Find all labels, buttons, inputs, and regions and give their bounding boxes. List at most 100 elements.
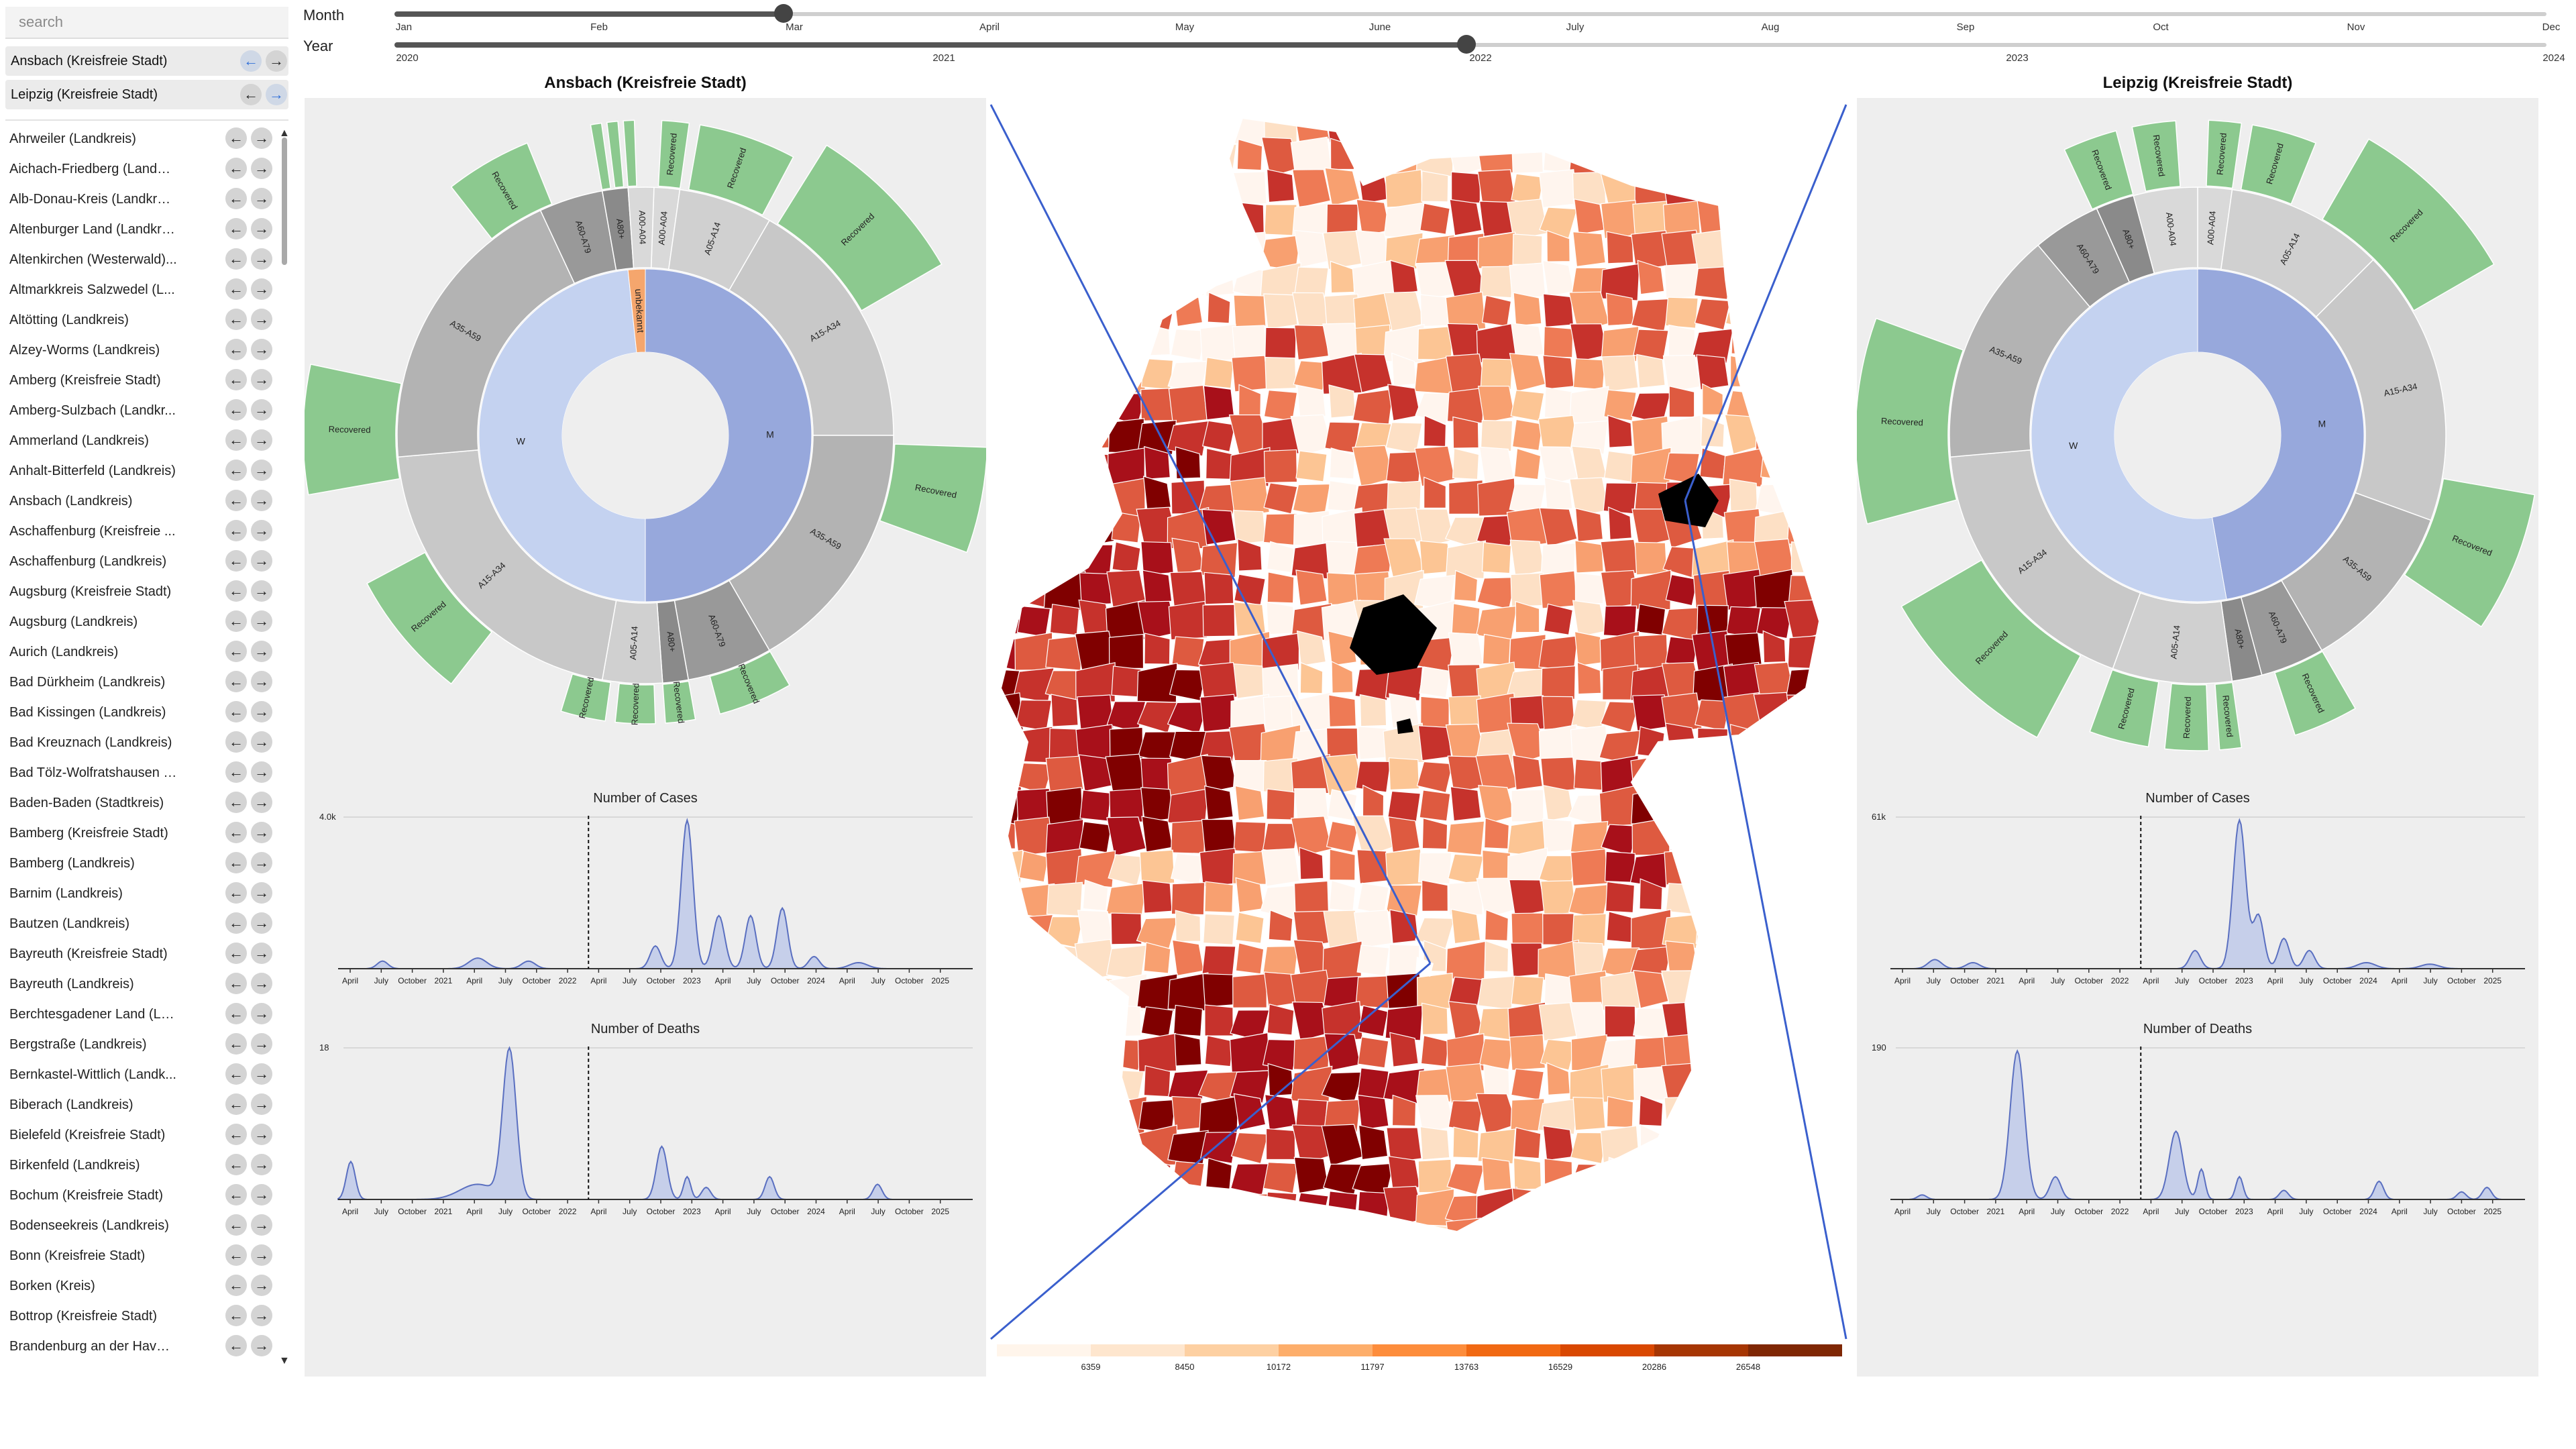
district-region[interactable] bbox=[1391, 1094, 1417, 1127]
district-region[interactable] bbox=[1012, 414, 1055, 457]
district-region[interactable] bbox=[1726, 1097, 1761, 1132]
district-region[interactable] bbox=[1753, 321, 1796, 364]
district-region[interactable] bbox=[1356, 945, 1390, 977]
district-region[interactable] bbox=[1823, 1004, 1848, 1034]
sunburst-recovered-segment[interactable] bbox=[2274, 651, 2357, 736]
district-region[interactable] bbox=[1357, 1094, 1389, 1130]
district-region[interactable] bbox=[1264, 204, 1297, 236]
district-region[interactable] bbox=[1389, 260, 1419, 296]
district-region[interactable] bbox=[1140, 205, 1175, 237]
district-region[interactable] bbox=[1696, 877, 1729, 915]
district-region[interactable] bbox=[1572, 1096, 1606, 1131]
district-region[interactable] bbox=[1639, 878, 1663, 910]
district-region[interactable] bbox=[1326, 203, 1359, 236]
district-region[interactable] bbox=[1540, 1038, 1577, 1071]
district-region[interactable] bbox=[1329, 447, 1356, 480]
district-region[interactable] bbox=[1540, 757, 1576, 793]
district-region[interactable] bbox=[1266, 788, 1295, 820]
district-region[interactable] bbox=[988, 107, 1018, 142]
sunburst-recovered-segment[interactable] bbox=[879, 443, 988, 553]
district-region[interactable] bbox=[1044, 354, 1085, 394]
district-region[interactable] bbox=[1542, 1187, 1575, 1224]
district-region[interactable] bbox=[987, 910, 1024, 950]
district-region[interactable] bbox=[1356, 1191, 1390, 1224]
assign-right-icon[interactable]: → bbox=[251, 339, 272, 360]
district-region[interactable] bbox=[1356, 882, 1390, 915]
district-region[interactable] bbox=[1723, 1040, 1764, 1073]
district-region[interactable] bbox=[1477, 576, 1517, 610]
district-region[interactable] bbox=[1475, 605, 1518, 642]
assign-left-icon[interactable]: ← bbox=[225, 550, 247, 572]
district-region[interactable] bbox=[1693, 763, 1733, 795]
district-region[interactable] bbox=[1546, 229, 1570, 262]
district-region[interactable] bbox=[1263, 1162, 1299, 1194]
district-region[interactable] bbox=[1691, 136, 1734, 179]
region-list-item[interactable]: Amberg-Sulzbach (Landkr... ← → bbox=[0, 395, 282, 425]
district-region[interactable] bbox=[1785, 1130, 1825, 1165]
district-region[interactable] bbox=[1051, 385, 1078, 418]
district-region[interactable] bbox=[1199, 1095, 1239, 1134]
district-region[interactable] bbox=[1327, 789, 1358, 821]
map-districts[interactable] bbox=[987, 107, 1848, 1258]
district-region[interactable] bbox=[1012, 1185, 1055, 1228]
sunburst-chart[interactable]: MWA00-A04A05-A14A15-A34A35-A59A60-A79A80… bbox=[1855, 119, 2536, 751]
district-region[interactable] bbox=[1018, 850, 1049, 883]
district-region[interactable] bbox=[1790, 385, 1819, 419]
district-region[interactable] bbox=[1726, 1217, 1761, 1254]
district-region[interactable] bbox=[1322, 230, 1362, 270]
assign-left-icon[interactable]: ← bbox=[225, 218, 247, 239]
district-region[interactable] bbox=[1139, 1223, 1175, 1255]
district-region[interactable] bbox=[1414, 445, 1456, 487]
district-region[interactable] bbox=[1662, 1187, 1701, 1226]
district-region[interactable] bbox=[1601, 1193, 1640, 1226]
district-region[interactable] bbox=[1354, 910, 1393, 949]
assign-right-icon[interactable]: → bbox=[251, 188, 272, 209]
district-region[interactable] bbox=[987, 1065, 1019, 1099]
highlighted-district[interactable] bbox=[1397, 718, 1413, 734]
region-list-item[interactable]: Altmarkkreis Salzwedel (L... ← → bbox=[0, 274, 282, 305]
district-region[interactable] bbox=[1173, 1004, 1203, 1037]
assign-right-icon[interactable]: → bbox=[251, 309, 272, 330]
assign-right-icon[interactable]: → bbox=[251, 1275, 272, 1296]
sunburst-recovered-segment[interactable] bbox=[450, 142, 553, 239]
district-region[interactable] bbox=[1204, 785, 1234, 820]
district-region[interactable] bbox=[1697, 199, 1729, 235]
district-region[interactable] bbox=[1385, 848, 1423, 886]
district-region[interactable] bbox=[1600, 971, 1640, 1011]
district-region[interactable] bbox=[1630, 137, 1672, 178]
region-list-item[interactable]: Brandenburg an der Havel ... ← → bbox=[0, 1331, 282, 1361]
district-region[interactable] bbox=[1818, 109, 1848, 145]
district-region[interactable] bbox=[989, 510, 1017, 542]
district-region[interactable] bbox=[1012, 1031, 1055, 1074]
district-region[interactable] bbox=[1815, 263, 1848, 302]
district-region[interactable] bbox=[1202, 973, 1236, 1008]
district-region[interactable] bbox=[987, 445, 1020, 483]
district-region[interactable] bbox=[1515, 600, 1540, 633]
district-region[interactable] bbox=[1326, 109, 1359, 144]
district-region[interactable] bbox=[1110, 266, 1143, 298]
month-slider-handle[interactable] bbox=[774, 4, 793, 23]
district-region[interactable] bbox=[1352, 137, 1394, 178]
assign-left-icon[interactable]: ← bbox=[225, 127, 247, 149]
assign-right-icon[interactable]: → bbox=[251, 701, 272, 722]
region-list-item[interactable]: Alb-Donau-Kreis (Landkreis) ← → bbox=[0, 184, 282, 214]
district-region[interactable] bbox=[1699, 107, 1726, 140]
region-list-item[interactable]: Bad Tölz-Wolfratshausen (... ← → bbox=[0, 757, 282, 788]
district-region[interactable] bbox=[1662, 354, 1701, 393]
assign-right-icon[interactable]: → bbox=[251, 822, 272, 843]
district-region[interactable] bbox=[1139, 263, 1175, 299]
district-region[interactable] bbox=[1137, 419, 1177, 455]
district-region[interactable] bbox=[1388, 757, 1420, 791]
district-region[interactable] bbox=[1821, 451, 1848, 482]
district-region[interactable] bbox=[1203, 572, 1234, 605]
district-region[interactable] bbox=[1232, 973, 1267, 1008]
region-list-item[interactable]: Bottrop (Kreisfreie Stadt) ← → bbox=[0, 1301, 282, 1331]
district-region[interactable] bbox=[1046, 787, 1083, 824]
district-region[interactable] bbox=[1698, 1128, 1727, 1160]
district-region[interactable] bbox=[1262, 1038, 1299, 1071]
district-region[interactable] bbox=[1043, 414, 1086, 457]
district-region[interactable] bbox=[1265, 327, 1297, 359]
district-region[interactable] bbox=[987, 176, 1023, 209]
scroll-up-icon[interactable]: ▲ bbox=[279, 127, 290, 139]
district-region[interactable] bbox=[1229, 477, 1271, 518]
